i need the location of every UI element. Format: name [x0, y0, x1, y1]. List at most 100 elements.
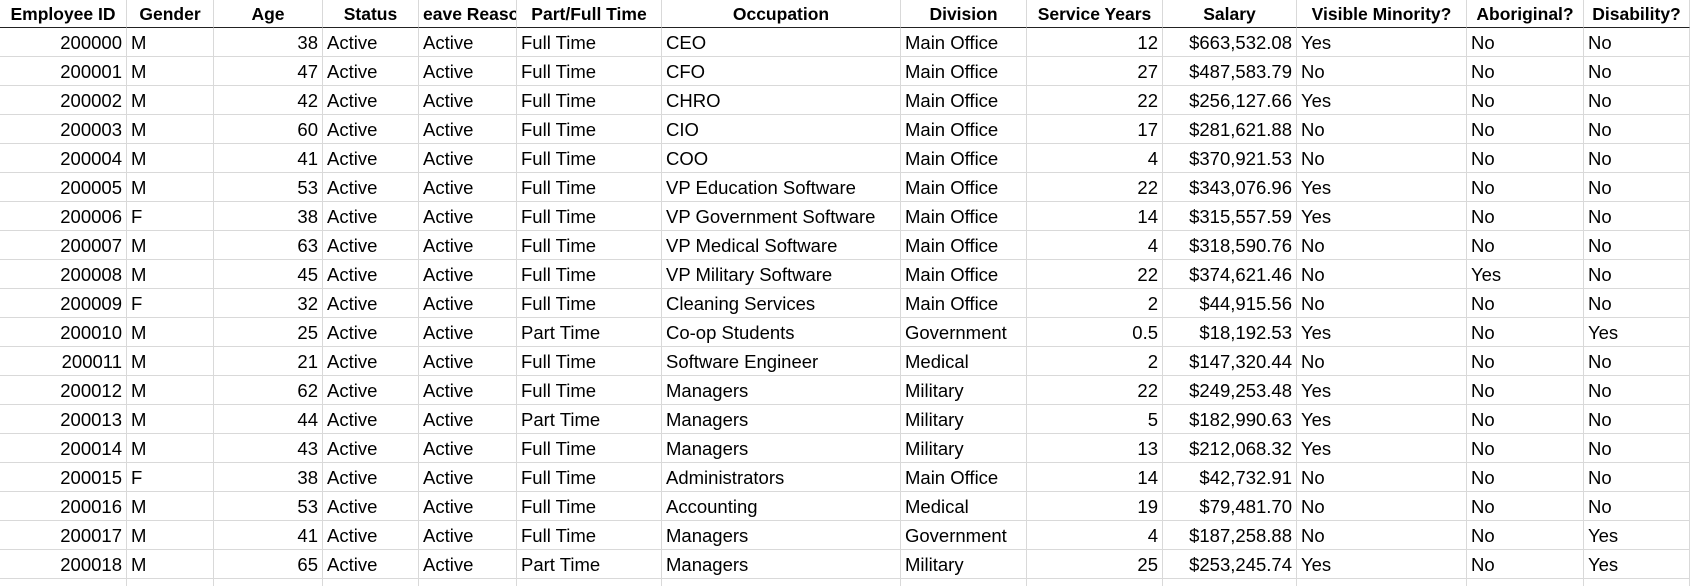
header-cell[interactable]: Part/Full Time — [517, 0, 662, 28]
cell[interactable]: Main Office — [901, 202, 1027, 231]
cell[interactable]: 14 — [1027, 463, 1163, 492]
cell[interactable]: Managers — [662, 405, 901, 434]
cell[interactable]: Active — [419, 347, 517, 376]
cell[interactable]: No — [1297, 463, 1467, 492]
cell[interactable]: M — [127, 115, 214, 144]
cell[interactable]: No — [1467, 115, 1584, 144]
cell[interactable]: Active — [323, 521, 419, 550]
cell[interactable]: 2 — [1027, 347, 1163, 376]
cell[interactable]: 200017 — [0, 521, 127, 550]
cell[interactable]: $318,590.76 — [1163, 231, 1297, 260]
cell[interactable]: 2 — [1027, 289, 1163, 318]
cell[interactable]: 200007 — [0, 231, 127, 260]
header-cell[interactable]: Gender — [127, 0, 214, 28]
cell[interactable]: $18,192.53 — [1163, 318, 1297, 347]
cell[interactable]: $212,068.32 — [1163, 434, 1297, 463]
cell[interactable]: $315,557.59 — [1163, 202, 1297, 231]
cell[interactable]: 21 — [214, 347, 323, 376]
cell[interactable]: Active — [419, 492, 517, 521]
cell[interactable]: No — [1297, 289, 1467, 318]
cell[interactable]: Full Time — [517, 202, 662, 231]
cell[interactable]: Active — [419, 521, 517, 550]
cell[interactable]: M — [127, 28, 214, 57]
cell[interactable]: Main Office — [901, 289, 1027, 318]
cell[interactable]: 44 — [214, 405, 323, 434]
cell[interactable]: 43 — [214, 434, 323, 463]
cell[interactable]: Active — [323, 463, 419, 492]
cell[interactable]: F — [127, 289, 214, 318]
cell[interactable]: 200010 — [0, 318, 127, 347]
cell[interactable]: Active — [323, 86, 419, 115]
cell[interactable]: No — [1584, 376, 1690, 405]
cell[interactable]: Yes — [1297, 86, 1467, 115]
cell[interactable]: Yes — [1297, 202, 1467, 231]
cell[interactable]: 27 — [1027, 57, 1163, 86]
cell[interactable]: 62 — [214, 376, 323, 405]
cell[interactable]: Medical — [901, 347, 1027, 376]
cell[interactable]: VP Government Software — [662, 202, 901, 231]
cell[interactable]: Active — [419, 463, 517, 492]
cell[interactable]: No — [1297, 260, 1467, 289]
cell[interactable]: Yes — [1297, 173, 1467, 202]
cell[interactable]: 200000 — [0, 28, 127, 57]
cell[interactable]: Active — [419, 115, 517, 144]
cell[interactable]: No — [1584, 115, 1690, 144]
cell[interactable]: 4 — [1027, 521, 1163, 550]
cell[interactable]: 41 — [214, 521, 323, 550]
cell[interactable]: $187,258.88 — [1163, 521, 1297, 550]
cell[interactable]: $281,621.88 — [1163, 115, 1297, 144]
cell[interactable]: 65 — [214, 550, 323, 579]
cell[interactable]: M — [127, 231, 214, 260]
cell[interactable]: Accounting — [662, 492, 901, 521]
cell[interactable]: No — [1467, 144, 1584, 173]
cell[interactable]: No — [1467, 463, 1584, 492]
cell[interactable]: M — [127, 260, 214, 289]
cell[interactable]: Main Office — [901, 173, 1027, 202]
cell[interactable]: VP Education Software — [662, 173, 901, 202]
cell[interactable]: Main Office — [901, 231, 1027, 260]
cell[interactable]: Main Office — [901, 144, 1027, 173]
cell[interactable]: Full Time — [517, 463, 662, 492]
cell[interactable]: Active — [419, 144, 517, 173]
cell[interactable]: COO — [662, 144, 901, 173]
cell[interactable]: 200009 — [0, 289, 127, 318]
cell[interactable]: Main Office — [901, 86, 1027, 115]
cell[interactable]: No — [1467, 202, 1584, 231]
cell[interactable]: No — [1584, 173, 1690, 202]
cell[interactable]: Part Time — [517, 405, 662, 434]
cell[interactable]: 22 — [1027, 376, 1163, 405]
cell[interactable]: M — [127, 405, 214, 434]
cell[interactable]: M — [127, 347, 214, 376]
cell[interactable]: No — [1297, 492, 1467, 521]
cell[interactable]: 200004 — [0, 144, 127, 173]
cell[interactable]: Main Office — [901, 463, 1027, 492]
cell[interactable]: CEO — [662, 28, 901, 57]
cell[interactable]: No — [1467, 231, 1584, 260]
cell[interactable]: Active — [419, 405, 517, 434]
header-cell[interactable]: eave Reaso — [419, 0, 517, 28]
cell[interactable]: Active — [323, 405, 419, 434]
header-cell[interactable]: Age — [214, 0, 323, 28]
cell[interactable]: Yes — [1584, 318, 1690, 347]
cell[interactable]: No — [1584, 347, 1690, 376]
cell[interactable]: No — [1467, 57, 1584, 86]
cell[interactable]: 63 — [214, 231, 323, 260]
cell[interactable]: Full Time — [517, 347, 662, 376]
cell[interactable]: M — [127, 434, 214, 463]
cell[interactable]: $487,583.79 — [1163, 57, 1297, 86]
cell[interactable]: No — [1584, 144, 1690, 173]
cell[interactable]: M — [127, 86, 214, 115]
cell[interactable]: Active — [323, 231, 419, 260]
cell[interactable]: 25 — [214, 318, 323, 347]
cell[interactable]: CIO — [662, 115, 901, 144]
cell[interactable]: 14 — [1027, 202, 1163, 231]
cell[interactable]: 200015 — [0, 463, 127, 492]
cell[interactable]: No — [1584, 57, 1690, 86]
cell[interactable]: Part Time — [517, 550, 662, 579]
cell[interactable]: M — [127, 521, 214, 550]
cell[interactable]: Active — [323, 260, 419, 289]
cell[interactable]: $79,481.70 — [1163, 492, 1297, 521]
cell[interactable]: No — [1584, 434, 1690, 463]
cell[interactable]: Managers — [662, 434, 901, 463]
cell[interactable]: Yes — [1297, 405, 1467, 434]
